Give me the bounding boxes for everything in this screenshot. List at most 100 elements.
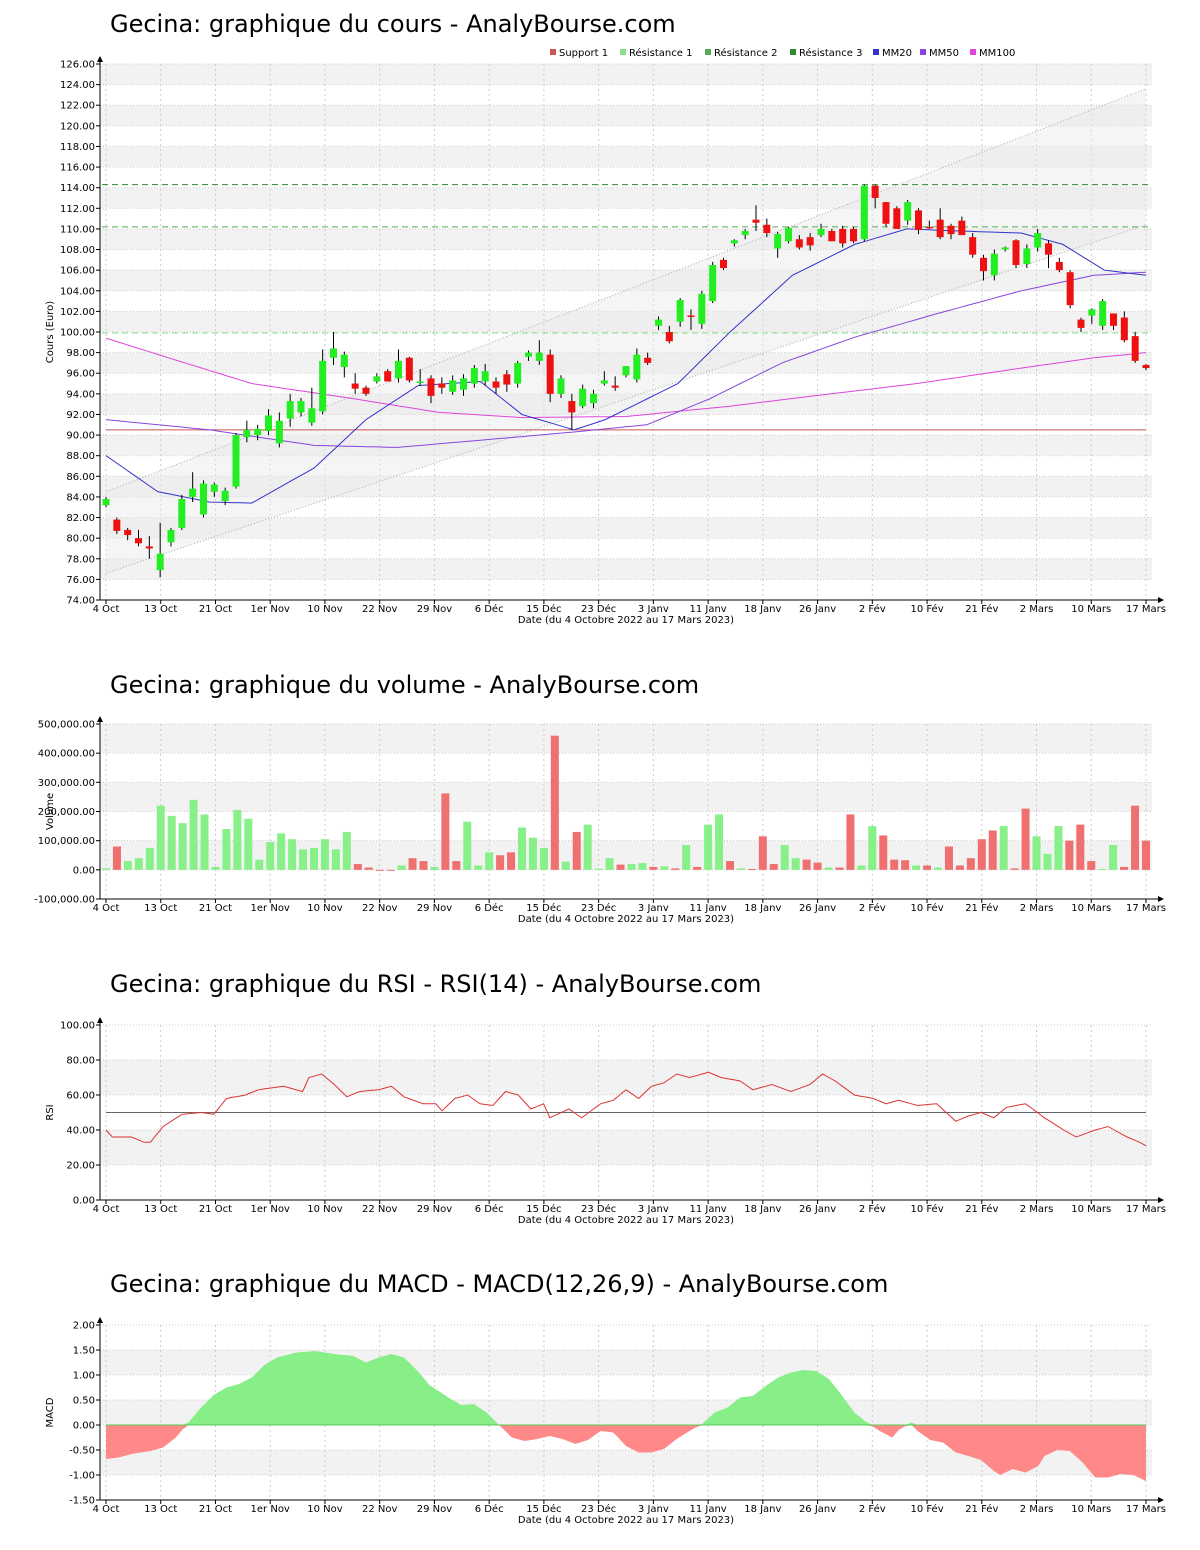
candle-body [806,237,814,246]
volume-bar [791,858,800,870]
legend-swatch [550,49,556,55]
candle [156,522,164,578]
grid-band [100,64,1152,85]
volume-bar [408,858,417,870]
x-tick-label: 2 Mars [1020,1504,1054,1515]
x-tick-label: 10 Mars [1071,1204,1111,1215]
candle-body [221,490,229,502]
candle [622,366,630,378]
y-tick-label: 108.00 [60,245,95,256]
price-chart-title: Gecina: graphique du cours - AnalyBourse… [110,10,676,38]
candle [806,233,814,251]
volume-bar [769,864,778,870]
x-axis-arrow [1158,1197,1164,1203]
candle-body [579,388,587,407]
x-tick-label: 10 Mars [1071,604,1111,615]
volume-bar [255,859,264,870]
x-axis-label: Date (du 4 Octobre 2022 au 17 Mars 2023) [518,615,734,626]
candle-body [774,234,782,249]
x-tick-label: 4 Oct [93,1204,120,1215]
x-tick-label: 2 Mars [1020,604,1054,615]
legend-swatch [873,49,879,55]
volume-bar [452,861,461,870]
x-tick-label: 17 Mars [1126,1504,1166,1515]
y-tick-label: 90.00 [66,431,95,442]
candle [1142,363,1150,371]
volume-bar [299,849,308,870]
candle [600,371,608,386]
x-tick-label: 4 Oct [93,1504,120,1515]
y-tick-label: 114.00 [60,183,95,194]
candle-body [850,228,857,242]
candle [275,412,283,448]
volume-bar [572,831,581,870]
y-tick-label: 112.00 [60,204,95,215]
volume-bar [244,818,253,870]
candle [243,420,251,443]
candle [514,360,522,388]
x-tick-label: 21 Oct [199,903,232,914]
grid-band [100,724,1152,754]
volume-bar [802,859,811,870]
candle [384,369,392,382]
legend-label: MM100 [979,48,1015,59]
legend-swatch [705,49,711,55]
macd-negative-area [106,1425,1146,1481]
candle [178,494,186,530]
x-tick-label: 2 Fév [859,603,886,615]
candle-body [871,185,879,198]
x-tick-label: 4 Oct [93,604,120,615]
y-tick-label: 92.00 [66,410,95,421]
volume-bar [397,865,406,870]
volume-bar [1142,840,1150,870]
y-tick-label: 116.00 [60,163,95,174]
x-tick-label: 21 Fév [965,1503,998,1515]
grid-band [100,1350,1152,1375]
y-tick-label: 200,000.00 [38,807,95,818]
candle-body [265,415,272,431]
volume-bar [1043,853,1052,870]
candle [308,387,316,426]
rsi-chart-title: Gecina: graphique du RSI - RSI(14) - Ana… [110,970,762,998]
candle-body [741,230,749,236]
y-tick-label: 400,000.00 [38,749,95,760]
x-tick-label: 18 Janv [744,604,781,615]
volume-bar [1021,808,1030,870]
x-tick-label: 21 Oct [199,604,232,615]
volume-bar [539,847,548,870]
x-tick-label: 26 Janv [799,1204,836,1215]
candle-body [795,239,803,248]
volume-bar [528,837,537,870]
candle-body [395,360,402,379]
volume-bar [386,869,395,871]
y-tick-label: 84.00 [66,492,95,503]
x-tick-label: 10 Mars [1071,903,1111,914]
x-tick-label: 6 Déc [475,1503,504,1515]
volume-bar [638,863,647,870]
volume-bar [824,867,833,870]
candle [1088,308,1096,324]
candle [449,375,457,395]
candle [503,370,511,392]
volume-bar [868,826,877,870]
candle-body [557,378,565,394]
x-tick-label: 18 Janv [744,1504,781,1515]
candle-body [904,202,912,221]
volume-bar [813,862,822,870]
grid-band [100,435,1152,456]
candle [590,389,597,409]
candle-body [730,240,738,244]
candle-body [351,383,359,389]
candle-body [145,546,153,549]
x-tick-label: 10 Nov [307,903,343,914]
volume-bar [507,852,516,870]
candle [741,228,749,240]
grid-band [100,146,1152,168]
candle-body [709,265,717,302]
candle-body [286,401,294,419]
candle-body [1088,309,1096,316]
x-tick-label: 23 Déc [581,1203,616,1215]
candle [297,397,305,417]
macd-chart-title: Gecina: graphique du MACD - MACD(12,26,9… [110,1270,889,1298]
candle [915,208,922,235]
